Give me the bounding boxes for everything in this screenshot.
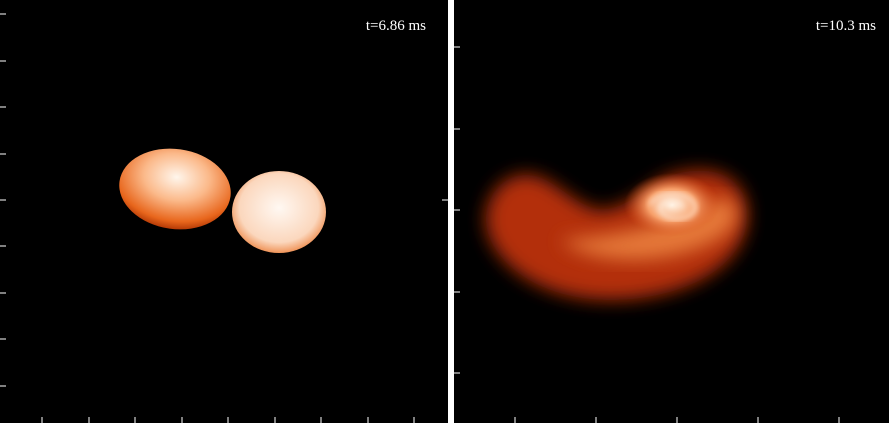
figure: t=6.86 ms t=10.3 ms (0, 0, 889, 423)
right-panel: t=10.3 ms (454, 0, 889, 423)
time-label: t=6.86 ms (366, 18, 426, 34)
left-panel: t=6.86 ms (0, 0, 448, 423)
time-label: t=10.3 ms (816, 18, 876, 34)
remnant-core (624, 173, 720, 237)
panel-background (0, 0, 448, 423)
star (232, 171, 326, 253)
